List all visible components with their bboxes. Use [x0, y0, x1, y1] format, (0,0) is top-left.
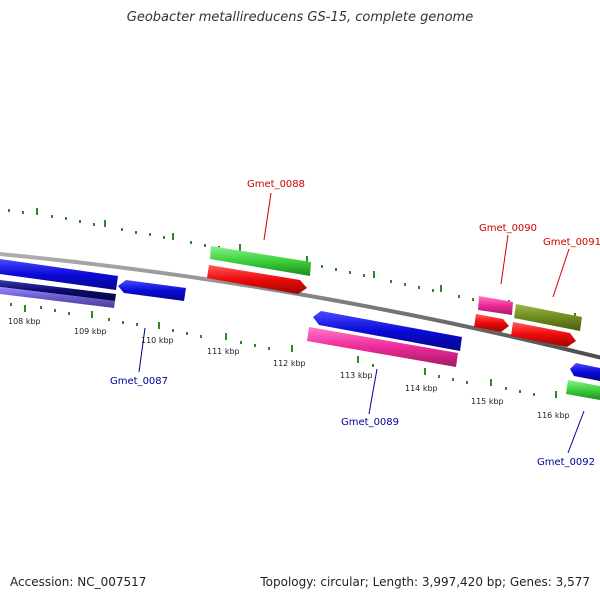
map-title: Geobacter metallireducens GS-15, complet…	[126, 10, 474, 25]
gene-label-gmet-0092[interactable]: Gmet_0092	[537, 457, 595, 468]
gene-gmet-0090-arrow[interactable]	[474, 314, 509, 332]
gene-gmet-0092-outer[interactable]	[566, 380, 600, 400]
gene-left-navy[interactable]	[0, 280, 116, 301]
callout-line-gmet-0091	[552, 248, 570, 298]
gene-gmet-0087-arrow[interactable]	[118, 280, 186, 301]
gene-label-gmet-0088[interactable]: Gmet_0088	[247, 179, 305, 190]
callout-line-gmet-0089	[368, 368, 378, 415]
kbp-label: 116 kbp	[537, 411, 570, 420]
gene-gmet-0089-outer[interactable]	[307, 327, 458, 367]
kbp-label: 115 kbp	[471, 397, 504, 406]
gene-gmet-0091-outer[interactable]	[514, 304, 582, 331]
gene-label-gmet-0089[interactable]: Gmet_0089	[341, 417, 399, 428]
kbp-label: 110 kbp	[141, 336, 174, 345]
kbp-label: 113 kbp	[340, 371, 373, 380]
gene-left-blue[interactable]	[0, 259, 118, 290]
genome-backbone	[0, 251, 600, 360]
callout-line-gmet-0087	[138, 327, 146, 373]
kbp-label: 114 kbp	[405, 384, 438, 393]
kbp-label: 109 kbp	[74, 327, 107, 336]
kbp-label: 112 kbp	[273, 359, 306, 368]
gene-gmet-0090-outer[interactable]	[478, 296, 513, 315]
callout-line-gmet-0092	[567, 410, 585, 454]
gene-gmet-0089-arrow[interactable]	[313, 311, 462, 351]
gene-label-gmet-0087[interactable]: Gmet_0087	[110, 376, 168, 387]
gene-gmet-0091-arrow[interactable]	[511, 322, 576, 347]
gene-gmet-0088-arrow[interactable]	[207, 265, 307, 294]
genome-summary-text: Topology: circular; Length: 3,997,420 bp…	[260, 575, 590, 589]
callout-line-gmet-0090	[500, 234, 509, 285]
accession-text: Accession: NC_007517	[10, 575, 147, 589]
kbp-label: 108 kbp	[8, 317, 41, 326]
gene-gmet-0088-outer[interactable]	[210, 246, 311, 276]
inner-tick-ring	[10, 303, 557, 398]
gene-left-purple[interactable]	[0, 287, 115, 308]
gene-label-gmet-0090[interactable]: Gmet_0090	[479, 223, 537, 234]
callout-line-gmet-0088	[263, 192, 272, 241]
gene-gmet-0092-arrow[interactable]	[570, 363, 600, 381]
kbp-label: 111 kbp	[207, 347, 240, 356]
gene-label-gmet-0091[interactable]: Gmet_0091	[543, 237, 600, 248]
kbp-labels: 108 kbp 109 kbp 110 kbp 111 kbp 112 kbp …	[8, 317, 570, 420]
